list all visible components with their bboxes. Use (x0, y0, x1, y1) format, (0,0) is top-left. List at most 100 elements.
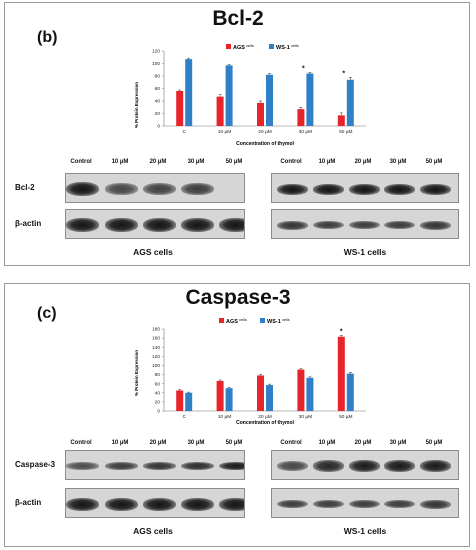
bar-ws1 (346, 373, 354, 411)
chart-xlabel: Concentration of thymol (236, 141, 294, 147)
y-tick-label: 60 (155, 86, 161, 92)
bar-chart-bcl2: % Protein Expression AGS cells WS-1 cell… (130, 43, 370, 148)
bar-ags (216, 96, 224, 126)
protein-band (218, 461, 244, 471)
protein-band (180, 497, 214, 511)
protein-band (348, 460, 380, 472)
bar-ags (337, 336, 345, 411)
lane-label: 20 µM (149, 440, 167, 446)
bar-ws1 (225, 65, 233, 126)
bar-ws1 (346, 79, 354, 126)
bar-ags (297, 369, 305, 411)
row-label: β-actin (15, 498, 42, 507)
bar-ws1 (266, 385, 273, 411)
protein-band (104, 462, 138, 470)
x-tick-label: 20 µM (258, 129, 271, 135)
chart-xlabel: Concentration of thymol (236, 420, 294, 426)
x-tick-label: 30 µM (299, 129, 312, 135)
bar-ws1 (185, 392, 193, 411)
bar-ags (297, 109, 305, 126)
protein-band (312, 183, 344, 195)
y-tick-label: 40 (155, 390, 161, 396)
bar-ags (176, 390, 184, 411)
x-tick-label: 50 µM (339, 414, 352, 420)
protein-band (66, 462, 99, 470)
bar-chart-caspase3: % Protein Expression AGS cells WS-1 cell… (130, 308, 370, 428)
bar-ws1 (306, 73, 314, 126)
panel-c: Caspase-3 (c) % Protein Expression AGS c… (4, 283, 470, 547)
legend-ws1-swatch (260, 318, 265, 323)
x-tick-label: 20 µM (258, 414, 271, 420)
significance-star: * (342, 70, 345, 77)
lane-label: 30 µM (389, 159, 407, 165)
legend-ws1-suffix: cells (282, 318, 290, 322)
significance-star: * (302, 65, 305, 72)
western-blot-ws1: Control 10 µM 20 µM 30 µM 50 µM WS-1 cells (267, 153, 471, 267)
row-label: Caspase-3 (15, 460, 56, 469)
lane-label: 20 µM (354, 159, 372, 165)
protein-band (419, 183, 451, 195)
x-tick-label: C (182, 129, 186, 135)
panel-b: Bcl-2 (b) % Protein Expression AGS cells… (4, 2, 470, 266)
y-tick-label: 0 (157, 124, 160, 130)
row-label: Bcl-2 (15, 183, 35, 192)
bar-ws1 (306, 377, 314, 411)
blot-strip-target (65, 173, 245, 203)
legend-ws1-label: WS-1 (276, 45, 290, 51)
protein-band (104, 183, 138, 195)
cell-line-caption: WS-1 cells (343, 526, 387, 536)
significance-star: * (340, 328, 343, 335)
lane-label: Control (280, 440, 302, 446)
legend-ags-swatch (226, 44, 231, 49)
x-tick-label: C (182, 414, 186, 420)
x-tick-label: 10 µM (218, 414, 231, 420)
cell-line-caption: WS-1 cells (343, 247, 387, 257)
protein-band (104, 497, 138, 511)
y-tick-label: 40 (155, 99, 161, 105)
y-tick-label: 140 (152, 345, 160, 351)
legend-ags-suffix: cells (239, 318, 247, 322)
lane-label: 50 µM (225, 440, 243, 446)
y-tick-label: 0 (157, 409, 160, 415)
protein-band (142, 182, 176, 195)
lane-label: 10 µM (318, 440, 336, 446)
x-tick-label: 50 µM (339, 129, 352, 135)
lane-label: 10 µM (111, 440, 129, 446)
legend-ws1-label: WS-1 (267, 319, 281, 325)
y-tick-label: 100 (152, 61, 160, 67)
lane-label: 10 µM (111, 159, 129, 165)
y-tick-label: 80 (155, 372, 161, 378)
lane-label: 50 µM (425, 440, 443, 446)
protein-band (66, 182, 99, 196)
bar-ags (216, 380, 224, 411)
y-tick-label: 120 (152, 49, 160, 55)
panel-letter: (b) (37, 29, 58, 46)
cell-line-caption: AGS cells (133, 526, 173, 536)
lane-label: 30 µM (187, 440, 205, 446)
lane-label: 30 µM (187, 159, 205, 165)
protein-band (312, 499, 344, 509)
blot-strip-target (271, 173, 459, 203)
chart-svg: % Protein Expression AGS cells WS-1 cell… (134, 318, 366, 426)
blot-strip-actin (65, 488, 245, 518)
panel-letter: (c) (37, 305, 57, 322)
blot-strip-actin (271, 488, 459, 518)
blot-strip-actin (65, 209, 245, 239)
protein-band (142, 461, 176, 471)
bar-ags (257, 102, 264, 126)
bar-ags (257, 375, 264, 411)
protein-band (348, 220, 380, 230)
chart-svg: % Protein Expression AGS cells WS-1 cell… (134, 44, 366, 147)
protein-band (383, 183, 415, 195)
protein-band (66, 497, 99, 511)
lane-label: 20 µM (354, 440, 372, 446)
protein-band (104, 218, 138, 232)
protein-band (348, 183, 380, 195)
legend-ags-suffix: cells (246, 44, 254, 48)
protein-band (180, 461, 214, 471)
lane-label: Control (280, 159, 302, 165)
protein-band (142, 218, 176, 232)
y-tick-label: 60 (155, 381, 161, 387)
protein-band (218, 218, 244, 232)
panel-title: Caspase-3 (185, 286, 291, 309)
